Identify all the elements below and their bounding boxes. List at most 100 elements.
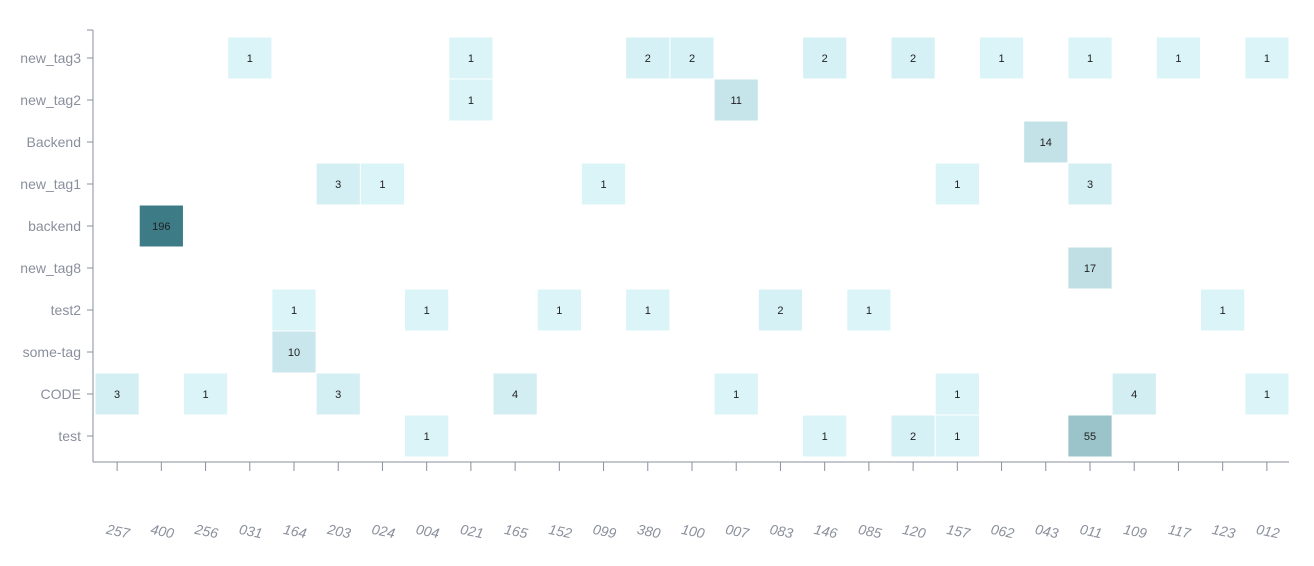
y-tick-label: new_tag3 — [20, 50, 81, 66]
x-tick-label: 062 — [990, 521, 1016, 542]
heatmap-cell-label: 1 — [954, 431, 960, 443]
x-tick-label: 157 — [945, 521, 972, 542]
x-tick-label: 007 — [724, 521, 751, 542]
x-tick-label: 021 — [459, 521, 485, 542]
heatmap-cell — [449, 37, 493, 79]
heatmap-cell — [1156, 37, 1201, 79]
heatmap-cell-label: 11 — [731, 95, 742, 107]
heatmap-cell-label: 55 — [1084, 431, 1096, 443]
heatmap-cell-label: 1 — [291, 305, 297, 317]
heatmap-cell-label: 1 — [866, 305, 872, 317]
y-tick-label: new_tag8 — [20, 260, 81, 276]
heatmap-cell — [183, 373, 228, 415]
y-tick-label: some-tag — [23, 344, 81, 360]
heatmap-cell — [405, 289, 449, 331]
heatmap-cell — [1068, 415, 1112, 457]
heatmap-cell — [581, 163, 626, 205]
heatmap-cell — [626, 37, 670, 79]
heatmap-cell — [449, 79, 493, 121]
heatmap-cell-label: 1 — [600, 179, 606, 191]
heatmap-cell — [626, 289, 670, 331]
x-axis-ticks: 257 400 256 031 164 203 024 004 021 165 152 099 380 1… — [104, 462, 1281, 542]
x-tick-label: 164 — [282, 521, 308, 542]
x-tick-label: 120 — [901, 521, 927, 542]
heatmap-cell-label: 1 — [1220, 305, 1226, 317]
heatmap-cell-label: 3 — [1087, 179, 1093, 191]
heatmap-cell — [714, 373, 758, 415]
x-tick-label: 109 — [1122, 521, 1148, 542]
heatmap-cell-label: 1 — [247, 53, 253, 65]
heatmap-cell-label: 1 — [468, 53, 474, 65]
heatmap-cell — [935, 373, 979, 415]
heatmap-cell-label: 1 — [424, 305, 430, 317]
x-tick-label: 011 — [1078, 521, 1103, 541]
heatmap-cell — [493, 373, 537, 415]
heatmap-cell-label: 4 — [512, 389, 518, 401]
x-tick-label: 400 — [149, 521, 175, 542]
x-tick-label: 380 — [636, 521, 662, 542]
heatmap-cell-label: 3 — [114, 389, 120, 401]
heatmap-cell — [139, 205, 183, 247]
heatmap-cell-label: 2 — [910, 431, 916, 443]
heatmap-cell-label: 17 — [1084, 263, 1096, 275]
heatmap-cell-label: 1 — [998, 53, 1004, 65]
heatmap-cell-label: 3 — [335, 389, 341, 401]
x-tick-label: 024 — [370, 521, 396, 542]
x-tick-label: 203 — [325, 521, 352, 542]
heatmap-cell — [935, 415, 979, 457]
heatmap-cell — [537, 289, 581, 331]
heatmap-cell-label: 4 — [1131, 389, 1137, 401]
x-tick-label: 123 — [1211, 521, 1237, 542]
x-tick-label: 083 — [768, 521, 794, 542]
chart-axes — [92, 30, 1289, 463]
heatmap-cell — [803, 415, 847, 457]
heatmap-cell-label: 1 — [1264, 53, 1270, 65]
x-tick-label: 004 — [415, 521, 441, 542]
heatmap-cell-label: 2 — [645, 53, 651, 65]
heatmap-cell-label: 14 — [1040, 137, 1052, 149]
heatmap-cell-label: 2 — [822, 53, 828, 65]
x-tick-label: 031 — [238, 521, 264, 542]
x-tick-label: 152 — [547, 521, 573, 542]
heatmap-cell-label: 1 — [1087, 53, 1093, 65]
heatmap-cell — [1024, 121, 1068, 163]
heatmap-cell-label: 196 — [152, 221, 170, 233]
y-tick-label: test2 — [51, 302, 82, 318]
x-tick-label: 257 — [104, 521, 132, 542]
heatmap-cell — [1245, 373, 1289, 415]
x-tick-label: 100 — [680, 521, 706, 542]
heatmap-cell-label: 1 — [468, 95, 474, 107]
heatmap-cell — [272, 331, 316, 373]
heatmap-cell — [316, 373, 360, 415]
heatmap-cell — [670, 37, 714, 79]
heatmap-cell — [758, 289, 803, 331]
heatmap-cell — [1245, 37, 1289, 79]
heatmap-cell — [803, 37, 847, 79]
heatmap-cell — [1201, 289, 1245, 331]
y-tick-label: test — [58, 428, 81, 444]
heatmap-cell — [891, 37, 935, 79]
heatmap-cell — [891, 415, 935, 457]
x-tick-label: 146 — [813, 521, 839, 542]
heatmap-cell — [272, 289, 316, 331]
x-tick-label: 085 — [857, 521, 883, 542]
x-tick-label: 117 — [1167, 521, 1193, 542]
heatmap-cell-label: 2 — [910, 53, 916, 65]
x-tick-label: 012 — [1255, 521, 1281, 542]
heatmap-cell-label: 1 — [954, 179, 960, 191]
heatmap-cell-label: 1 — [202, 389, 208, 401]
heatmap-cell — [405, 415, 449, 457]
heatmap-cell-label: 3 — [335, 179, 341, 191]
heatmap-cell-label: 1 — [1175, 53, 1181, 65]
heatmap-cell — [979, 37, 1024, 79]
heatmap-cell-label: 1 — [1264, 389, 1270, 401]
heatmap-cell — [360, 163, 405, 205]
y-tick-label: backend — [28, 218, 81, 234]
y-tick-label: new_tag2 — [20, 92, 81, 108]
x-tick-label: 099 — [592, 521, 618, 542]
heatmap-cell — [1068, 163, 1112, 205]
heatmap-cell — [1068, 247, 1112, 289]
